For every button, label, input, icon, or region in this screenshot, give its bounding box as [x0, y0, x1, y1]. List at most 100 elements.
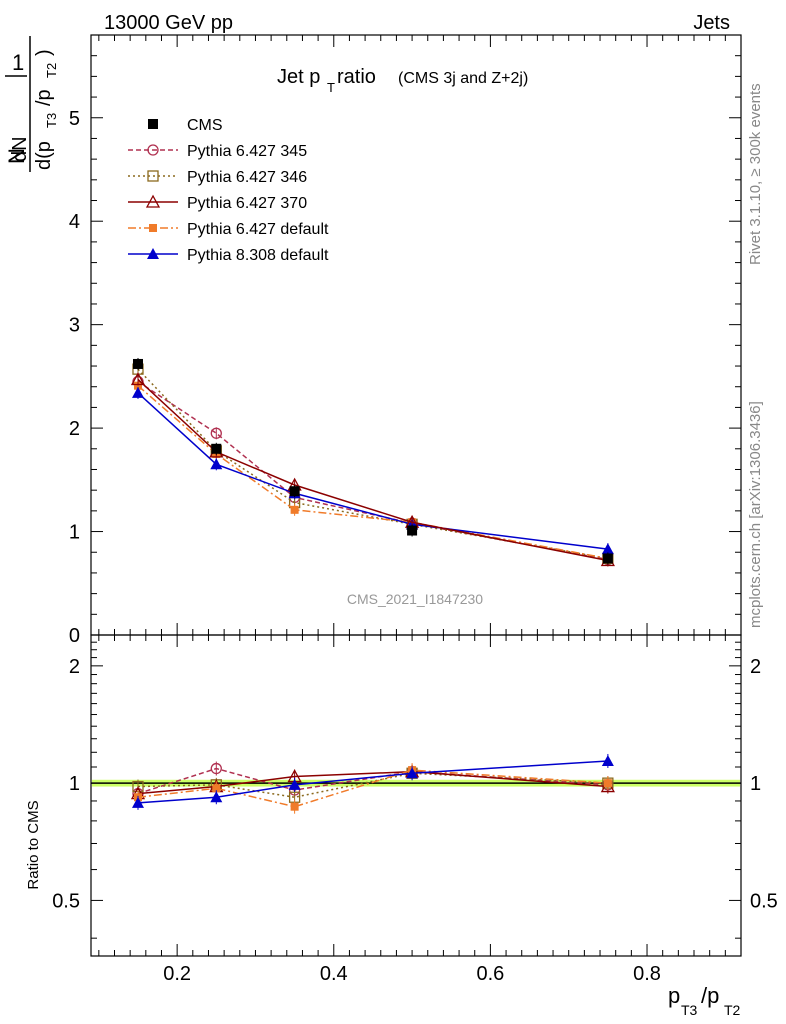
data-point	[406, 767, 419, 779]
data-point	[290, 505, 299, 514]
data-point	[149, 224, 157, 232]
legend-entry: Pythia 6.427 default	[128, 221, 329, 238]
ratio-plot-frame	[90, 634, 742, 957]
x-axis-label: p T3 /p T2	[668, 983, 741, 1018]
legend: CMS Pythia 6.427 345 Pythia 6.427 346 Pythi…	[128, 117, 329, 264]
data-point	[212, 784, 221, 793]
plot-title: Jet p T ratio (CMS 3j and Z+2j)	[277, 66, 528, 95]
legend-entry: Pythia 6.427 345	[128, 143, 307, 160]
mcplots-label: mcplots.cern.ch [arXiv:1306.3436]	[747, 401, 764, 628]
data-point	[132, 358, 143, 369]
y-tick-label-ratio-right: 2	[750, 656, 761, 678]
series-pythia-8-308-default	[131, 386, 614, 556]
series-pythia-6-427-default	[133, 379, 612, 565]
y-tick-label-ratio-left: 1	[69, 773, 80, 795]
legend-label: Pythia 6.427 346	[187, 169, 307, 186]
y-tick-label-ratio-right: 1	[750, 773, 761, 795]
data-point	[210, 791, 223, 803]
series-line	[137, 380, 609, 561]
ratio-series-group	[130, 753, 615, 814]
data-point	[148, 119, 158, 129]
title-main: Jet p	[277, 66, 320, 88]
data-point	[288, 778, 301, 790]
xlabel-s1: T3	[681, 1002, 698, 1018]
legend-label: Pythia 8.308 default	[187, 247, 329, 264]
y-tick-label-main: 1	[69, 522, 80, 544]
ratio-reference-band	[91, 779, 741, 787]
x-tick-label: 0.2	[163, 963, 191, 985]
data-point	[145, 194, 161, 208]
y-tick-label-main: 2	[69, 418, 80, 440]
ratio-series-pythia-8-308-default	[131, 753, 614, 810]
legend-label: CMS	[187, 117, 223, 134]
ratio-series-pythia-6-427-default	[133, 763, 612, 814]
y-tick-label-main: 0	[69, 625, 80, 647]
xlabel-s2: T2	[724, 1002, 741, 1018]
series-cms	[132, 357, 613, 565]
data-point	[290, 802, 299, 811]
y-tick-label-ratio-left: 2	[69, 656, 80, 678]
ratio-line	[137, 769, 608, 808]
ylabel-dN: dN	[9, 136, 31, 162]
ylabel-t2: T2	[44, 63, 59, 78]
legend-label: Pythia 6.427 default	[187, 221, 329, 238]
data-point	[210, 427, 222, 439]
ylabel-t3: T3	[44, 113, 59, 128]
x-tick-label: 0.6	[476, 963, 504, 985]
ylabel-N: N	[4, 148, 29, 164]
legend-entry: Pythia 8.308 default	[128, 247, 329, 264]
y-tick-label-main: 3	[69, 315, 80, 337]
series-pythia-6-427-346	[132, 363, 614, 565]
data-point	[147, 248, 159, 259]
rivet-label: Rivet 3.1.10, ≥ 300k events	[747, 83, 764, 265]
ylabel-slash: /p	[33, 89, 55, 106]
data-point	[133, 381, 142, 390]
x-tick-label: 0.8	[633, 963, 661, 985]
series-line	[137, 385, 609, 560]
data-point	[211, 443, 222, 454]
y-axis-label-ratio: Ratio to CMS	[25, 800, 42, 889]
legend-entry: Pythia 6.427 370	[128, 194, 307, 212]
data-point	[210, 762, 222, 775]
legend-label: Pythia 6.427 370	[187, 195, 307, 212]
y-axis-label-main: 1 N dN d(p T3 /p T2 )	[4, 36, 59, 172]
legend-label: Pythia 6.427 345	[187, 143, 307, 160]
ylabel-close: )	[33, 49, 55, 56]
y-tick-label-ratio-left: 0.5	[52, 890, 80, 912]
ylabel-d: d(p	[33, 141, 55, 170]
data-point	[407, 525, 418, 536]
data-point	[147, 170, 159, 182]
main-series-group	[130, 357, 615, 567]
y-tick-label-ratio-right: 0.5	[750, 890, 778, 912]
title-sub: T	[327, 80, 335, 95]
x-tick-label: 0.4	[320, 963, 348, 985]
series-pythia-6-427-345	[132, 375, 614, 566]
series-line	[137, 392, 608, 550]
data-point	[601, 543, 614, 555]
data-point	[147, 144, 159, 156]
header-process: Jets	[693, 12, 730, 34]
y-tick-label-main: 5	[69, 108, 80, 130]
data-point	[289, 486, 300, 497]
data-point	[603, 779, 612, 788]
ylabel-one: 1	[12, 50, 24, 75]
legend-entry: CMS	[148, 117, 223, 134]
xlabel-slash: /p	[701, 983, 719, 1008]
xlabel-p1: p	[668, 983, 680, 1008]
series-line	[137, 378, 609, 562]
legend-entry: Pythia 6.427 346	[128, 169, 307, 186]
y-tick-label-main: 4	[69, 211, 80, 233]
title-small: (CMS 3j and Z+2j)	[398, 70, 528, 87]
data-point	[601, 754, 614, 766]
title-rest: ratio	[337, 66, 376, 88]
data-point	[210, 458, 223, 470]
data-point	[602, 553, 613, 564]
data-point	[130, 372, 146, 386]
series-line	[137, 368, 608, 560]
series-pythia-6-427-370	[130, 372, 615, 567]
header-energy: 13000 GeV pp	[104, 12, 233, 34]
axis-ticks: 0.2 0.4 0.6 0.8 0 1 2 3 4 5 0.5 0.5 1 1 2 2	[52, 34, 778, 985]
analysis-watermark: CMS_2021_I1847230	[347, 591, 483, 607]
data-point	[131, 796, 144, 808]
